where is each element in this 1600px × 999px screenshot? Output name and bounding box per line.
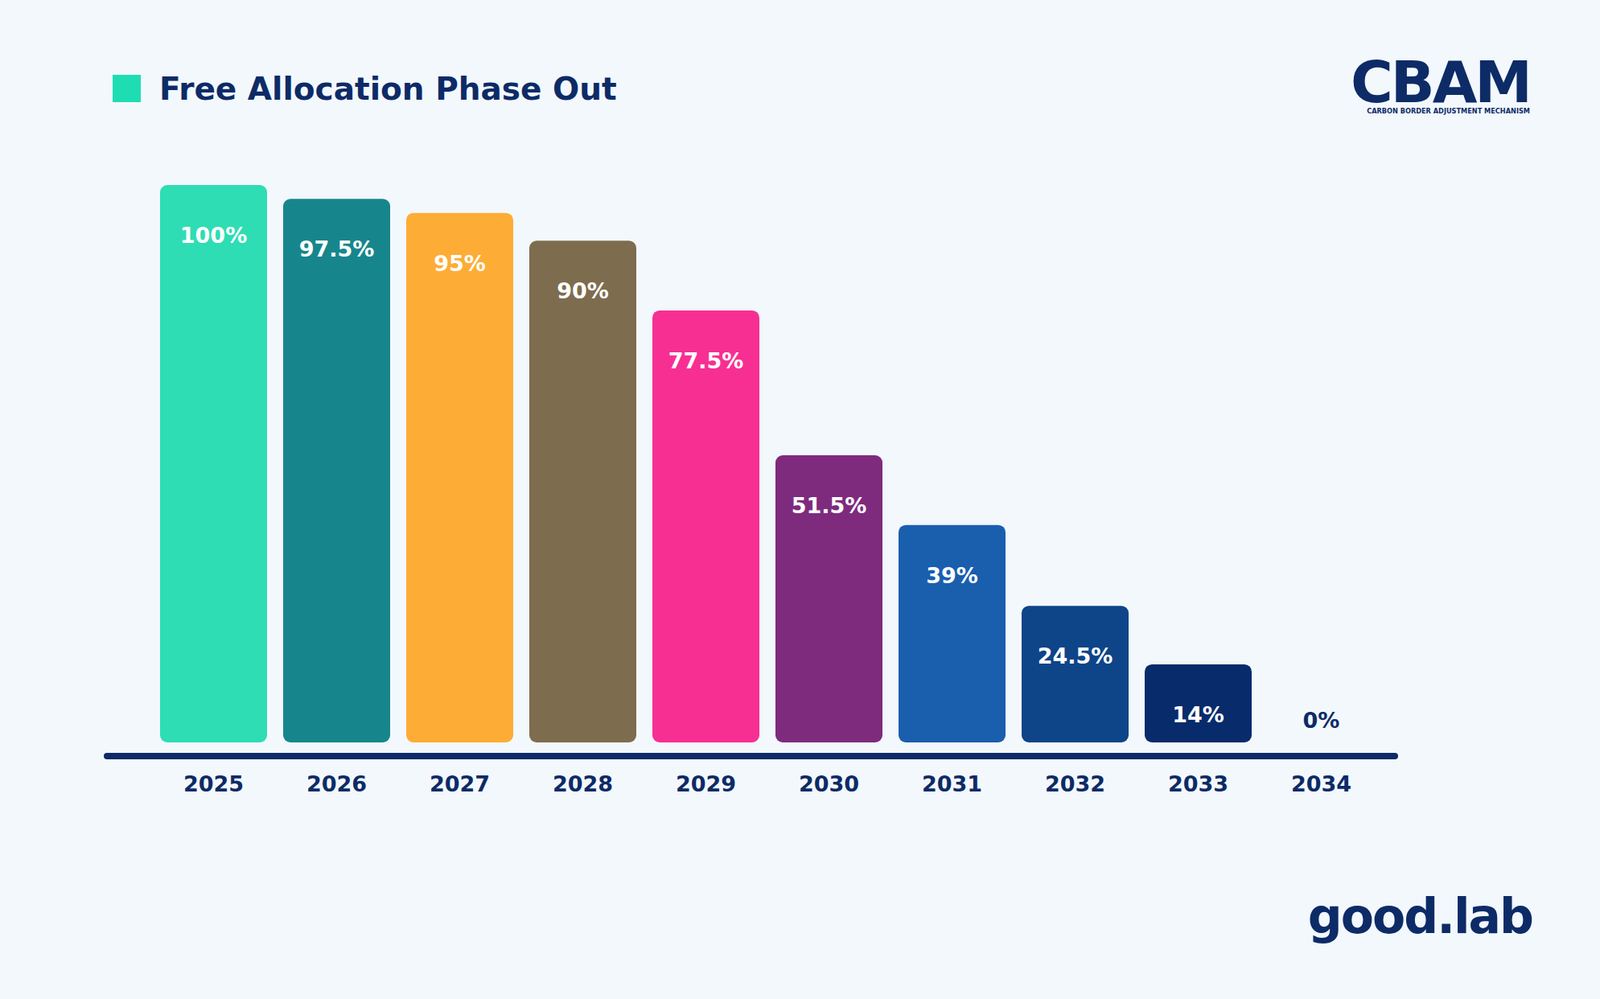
bar [1021, 605, 1129, 743]
x-tick-label: 2029 [675, 771, 737, 797]
x-tick-label: 2034 [1291, 771, 1352, 797]
x-tick-label: 2032 [1044, 771, 1106, 797]
logo-subtitle: CARBON BORDER ADJUSTMENT MECHANISM [1366, 106, 1531, 116]
data-label: 100% [180, 222, 247, 248]
chart: Free Allocation Phase Out CBAMCARBON BORD… [0, 0, 1600, 999]
data-label: 95% [433, 250, 486, 276]
x-tick-label: 2033 [1168, 771, 1229, 797]
data-label: 14% [1172, 702, 1225, 728]
x-tick-label: 2030 [798, 771, 860, 797]
bar [1144, 664, 1252, 743]
background [0, 0, 1600, 999]
bar [283, 198, 391, 743]
bar [1267, 742, 1375, 744]
data-label: 90% [556, 278, 609, 304]
x-tick-label: 2026 [306, 771, 367, 797]
x-tick-label: 2025 [183, 771, 244, 797]
x-tick-label: 2028 [552, 771, 613, 797]
data-label: 77.5% [668, 348, 745, 374]
data-label: 0% [1303, 707, 1341, 733]
data-label: 24.5% [1037, 643, 1114, 669]
x-tick-label: 2027 [429, 771, 490, 797]
bar [529, 240, 637, 743]
bar [898, 525, 1006, 743]
bars [160, 185, 1252, 743]
bar [160, 185, 268, 743]
data-label: 39% [925, 563, 979, 589]
logo-title: CBAM [1350, 48, 1531, 116]
bar [406, 213, 514, 743]
data-label: 97.5% [299, 236, 375, 262]
bar [775, 455, 883, 743]
legend-swatch [112, 74, 141, 103]
brand: good.lab [1307, 888, 1533, 945]
data-label: 51.5% [791, 493, 868, 519]
x-axis [106, 752, 1395, 760]
legend-label: Free Allocation Phase Out [159, 70, 617, 107]
x-tick-label: 2031 [921, 771, 983, 797]
bar [652, 310, 760, 743]
